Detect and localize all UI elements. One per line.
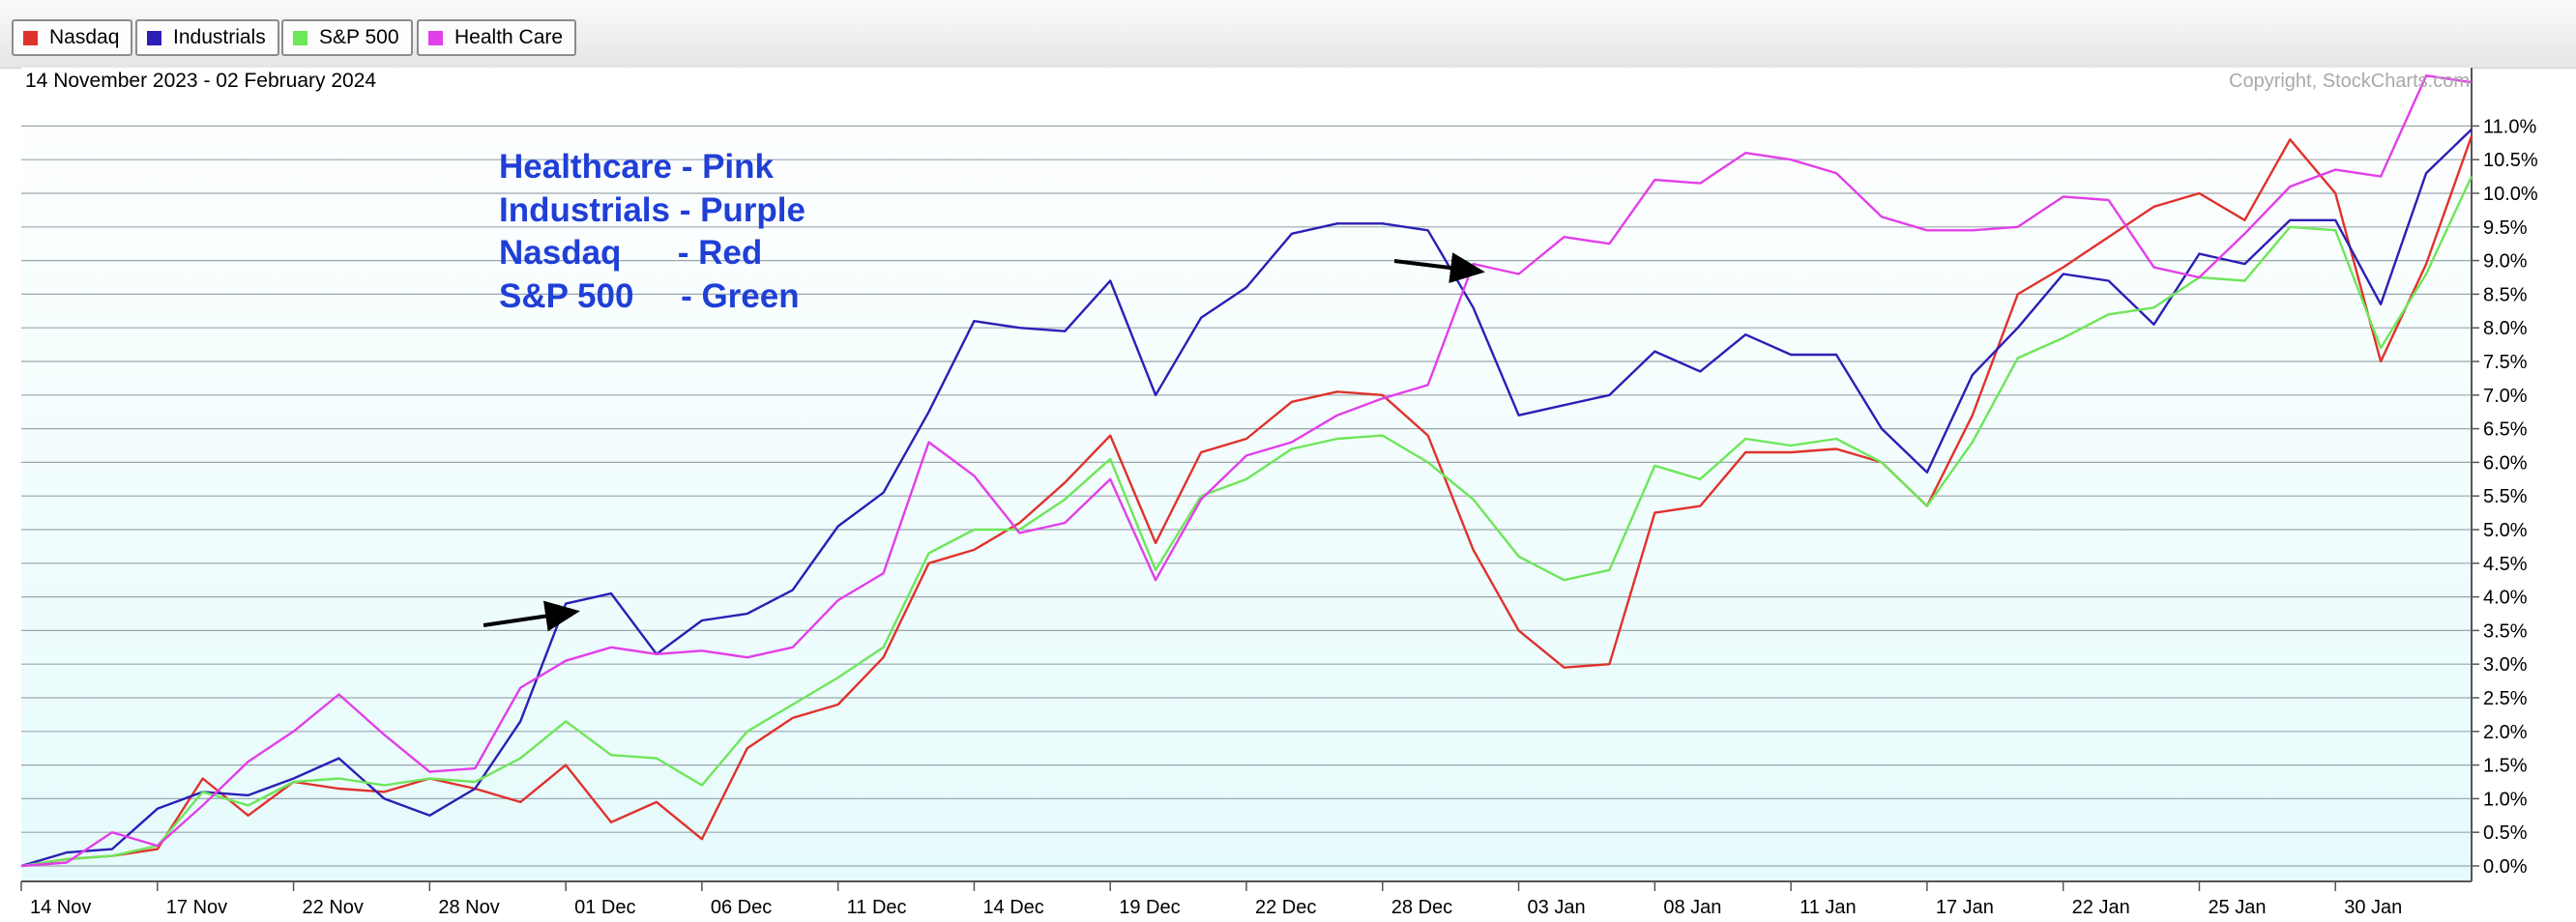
x-tick-label: 22 Dec (1255, 897, 1316, 918)
x-tick-label: 28 Dec (1391, 897, 1452, 918)
legend-swatch-health-care (428, 30, 443, 45)
y-tick-label: 4.0% (2483, 588, 2528, 609)
y-tick-label: 5.5% (2483, 486, 2528, 507)
y-tick-label: 9.0% (2483, 251, 2528, 273)
x-tick-label: 14 Nov (30, 897, 91, 918)
x-tick-label: 06 Dec (711, 897, 772, 918)
annotation-healthcare: Healthcare - Pink (499, 148, 775, 186)
annotation-block: Healthcare - Pink Industrials - Purple N… (499, 148, 805, 315)
y-axis-ticks: 0.0% 0.5% 1.0% 1.5% 2.0% 2.5% 3.0% 3.5% 4.0% 4.5%… (2472, 116, 2538, 878)
x-tick-label: 08 Jan (1663, 897, 1721, 918)
y-tick-label: 2.0% (2483, 722, 2528, 743)
copyright-label: Copyright, StockCharts.com (2229, 71, 2470, 92)
x-tick-label: 03 Jan (1528, 897, 1586, 918)
y-tick-label: 7.5% (2483, 352, 2528, 373)
x-axis-ticks: 14 Nov 17 Nov 22 Nov 28 Nov 01 Dec 06 Dec 11 D… (20, 881, 2402, 918)
y-tick-label: 0.0% (2483, 856, 2528, 878)
y-tick-label: 3.5% (2483, 620, 2528, 642)
y-tick-label: 8.0% (2483, 318, 2528, 339)
x-tick-label: 11 Jan (1800, 897, 1857, 918)
x-tick-label: 11 Dec (847, 897, 907, 918)
y-tick-label: 1.5% (2483, 756, 2528, 777)
legend-label-industrials: Industrials (173, 26, 266, 48)
legend-label-health-care: Health Care (454, 26, 564, 48)
plot-background (21, 68, 2472, 881)
y-tick-label: 5.0% (2483, 520, 2528, 541)
legend-label-sp500: S&P 500 (319, 26, 399, 48)
grid-lines (21, 125, 2472, 867)
series-line-health-care (20, 73, 2473, 868)
annotation-nasdaq: Nasdaq - Red (499, 234, 762, 272)
legend-bar: Nasdaq Industrials S&P 500 Health Care (0, 0, 2576, 69)
series-line-s-p-500 (20, 176, 2474, 868)
date-range: 14 November 2023 - 02 February 2024 (25, 70, 376, 92)
legend-swatch-sp500 (293, 30, 307, 45)
legend-label-nasdaq: Nasdaq (49, 26, 120, 48)
legend-swatch-nasdaq (23, 30, 38, 45)
x-tick-label: 25 Jan (2208, 897, 2266, 918)
legend-item-industrials[interactable]: Industrials (135, 19, 279, 56)
y-tick-label: 10.5% (2483, 150, 2538, 171)
y-tick-label: 6.5% (2483, 419, 2528, 441)
legend-item-health-care[interactable]: Health Care (417, 19, 577, 56)
x-tick-label: 01 Dec (574, 897, 635, 918)
x-tick-label: 22 Nov (303, 897, 364, 918)
y-tick-label: 1.0% (2483, 789, 2528, 810)
x-tick-label: 19 Dec (1119, 897, 1180, 918)
series-lines (20, 73, 2474, 868)
y-tick-label: 2.5% (2483, 688, 2528, 709)
annotation-industrials: Industrials - Purple (499, 191, 805, 229)
x-tick-label: 17 Nov (166, 897, 227, 918)
y-tick-label: 7.0% (2483, 386, 2528, 407)
y-tick-label: 11.0% (2483, 116, 2536, 137)
legend-swatch-industrials (147, 30, 161, 45)
annotation-arrow-right (1393, 252, 1485, 283)
y-tick-label: 3.0% (2483, 654, 2528, 676)
x-tick-label: 22 Jan (2072, 897, 2130, 918)
y-tick-label: 0.5% (2483, 822, 2528, 844)
x-tick-label: 14 Dec (982, 897, 1043, 918)
series-line-industrials (20, 129, 2473, 868)
x-tick-label: 17 Jan (1936, 897, 1994, 918)
y-tick-label: 6.0% (2483, 452, 2528, 474)
y-tick-label: 9.5% (2483, 217, 2528, 239)
x-tick-label: 30 Jan (2344, 897, 2402, 918)
y-tick-label: 10.0% (2483, 184, 2538, 205)
y-tick-label: 4.5% (2483, 554, 2528, 575)
legend-item-sp500[interactable]: S&P 500 (281, 19, 413, 56)
annotation-sp500: S&P 500 - Green (499, 277, 800, 315)
annotation-arrow-left (483, 600, 580, 632)
legend-item-nasdaq[interactable]: Nasdaq (12, 19, 133, 56)
x-tick-label: 28 Nov (438, 897, 499, 918)
y-tick-label: 8.5% (2483, 284, 2528, 305)
